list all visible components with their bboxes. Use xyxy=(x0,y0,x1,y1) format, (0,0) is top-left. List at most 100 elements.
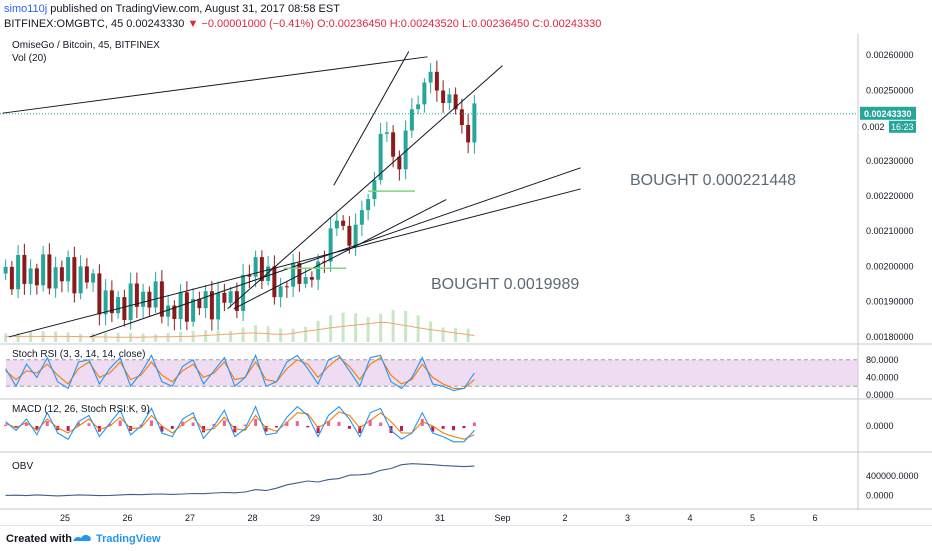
macd-histogram-bar xyxy=(35,426,39,430)
candle-body xyxy=(384,132,389,134)
time-tick-label: 6 xyxy=(812,513,817,523)
volume-legend: Vol (20) xyxy=(12,53,46,64)
candle-body xyxy=(134,283,139,307)
volume-bar xyxy=(91,333,95,342)
candle-body xyxy=(247,275,252,277)
rsi-k-line xyxy=(5,353,475,392)
price-tick-label: 0.00260000 xyxy=(866,50,914,60)
annotation-bought-high: BOUGHT 0.000221448 xyxy=(630,172,796,189)
time-tick-label: 29 xyxy=(310,513,320,523)
candle-body xyxy=(166,305,171,317)
volume-bar xyxy=(366,316,370,342)
candle-body xyxy=(447,94,452,104)
candle-body xyxy=(9,266,14,290)
candle-body xyxy=(284,286,289,288)
candle-body xyxy=(97,273,102,315)
time-tick-label: 4 xyxy=(687,513,692,523)
volume-bar xyxy=(379,313,383,342)
annotation-bought-low: BOUGHT 0.0019989 xyxy=(431,276,579,293)
volume-bar xyxy=(329,315,333,342)
macd-histogram-bar xyxy=(77,422,81,426)
macd-histogram-bar xyxy=(316,426,320,434)
macd-histogram-bar xyxy=(274,426,278,428)
footer: Created with TradingView xyxy=(0,525,932,551)
candle-body xyxy=(316,261,321,280)
time-tick-label: 25 xyxy=(60,513,70,523)
volume-bar xyxy=(304,326,308,342)
candle-body xyxy=(397,156,402,170)
candle-body xyxy=(3,266,8,274)
volume-bar xyxy=(229,330,233,342)
candle-body xyxy=(291,263,296,287)
candle-body xyxy=(28,268,33,284)
time-tick-label: 5 xyxy=(750,513,755,523)
candle-body xyxy=(328,228,333,262)
macd-histogram-bar xyxy=(191,422,195,426)
candle-body xyxy=(391,132,396,157)
last-price-badge xyxy=(860,106,916,120)
macd-histogram-bar xyxy=(358,426,362,434)
countdown-label: 16:23 xyxy=(891,122,914,132)
main-pane-title: OmiseGo / Bitcoin, 45, BITFINEX xyxy=(12,40,160,51)
tradingview-brand[interactable]: TradingView xyxy=(96,533,161,545)
candle-body xyxy=(59,267,64,282)
candle-body xyxy=(378,133,383,180)
rsi-tick-label: 0.0000 xyxy=(866,390,894,400)
candle-body xyxy=(341,220,346,226)
volume-bar xyxy=(66,332,70,342)
volume-bar xyxy=(466,328,470,342)
macd-tick-label: 0.0000 xyxy=(866,421,894,431)
candle-body xyxy=(216,292,221,320)
time-tick-label: 26 xyxy=(122,513,132,523)
volume-bar xyxy=(316,320,320,342)
rsi-pane-title: Stoch RSI (3, 3, 14, 14, close) xyxy=(12,349,145,360)
candle-body xyxy=(84,266,89,283)
candle-body xyxy=(222,292,227,303)
macd-histogram-bar xyxy=(420,418,424,426)
obv-line xyxy=(5,463,475,497)
macd-histogram-bar xyxy=(441,426,445,429)
author-link[interactable]: simo110j xyxy=(4,3,48,15)
macd-histogram-bar xyxy=(149,420,153,426)
candle-body xyxy=(403,130,408,170)
obv-tick-label: 400000.0000 xyxy=(866,471,919,481)
volume-bar xyxy=(404,310,408,342)
candle-body xyxy=(147,291,152,308)
macd-signal-line xyxy=(5,411,475,440)
candle-body xyxy=(141,291,146,307)
candle-body xyxy=(253,257,258,277)
candle-body xyxy=(297,263,302,284)
publish-text: published on TradingView.com, August 31,… xyxy=(50,3,340,15)
candle-body xyxy=(153,281,158,308)
candle-body xyxy=(428,71,433,83)
obv-pane-title: OBV xyxy=(12,461,33,472)
trendline xyxy=(233,199,447,310)
macd-pane-title: MACD (12, 26, Stoch RSI:K, 9) xyxy=(12,404,150,415)
macd-histogram-bar xyxy=(14,426,18,429)
macd-histogram-bar xyxy=(108,423,112,426)
time-tick-label: 28 xyxy=(247,513,257,523)
symbol-line: BITFINEX:OMGBTC, 45 0.00243330 ▼ −0.0000… xyxy=(4,18,601,30)
candle-body xyxy=(272,266,277,298)
tradingview-logo-icon xyxy=(73,534,91,541)
symbol-label: BITFINEX:OMGBTC, 45 xyxy=(4,18,124,30)
candle-body xyxy=(53,267,58,289)
volume-bar xyxy=(416,315,420,342)
chart-header: simo110j published on TradingView.com, A… xyxy=(0,0,932,34)
volume-bar xyxy=(429,321,433,342)
macd-histogram-bar xyxy=(327,421,331,426)
candle-body xyxy=(209,291,214,320)
candle-body xyxy=(459,109,464,125)
trendline xyxy=(89,167,581,338)
candle-body xyxy=(116,297,121,314)
volume-bar xyxy=(354,313,358,342)
volume-bar xyxy=(441,327,445,342)
candle-body xyxy=(122,297,127,321)
partial-price-label: 0.002 xyxy=(862,122,885,132)
macd-histogram-bar xyxy=(337,421,341,426)
price-tick-label: 0.00180000 xyxy=(866,332,914,342)
rsi-tick-label: 80.0000 xyxy=(866,355,899,365)
candle-body xyxy=(103,290,108,315)
candle-body xyxy=(372,179,377,200)
